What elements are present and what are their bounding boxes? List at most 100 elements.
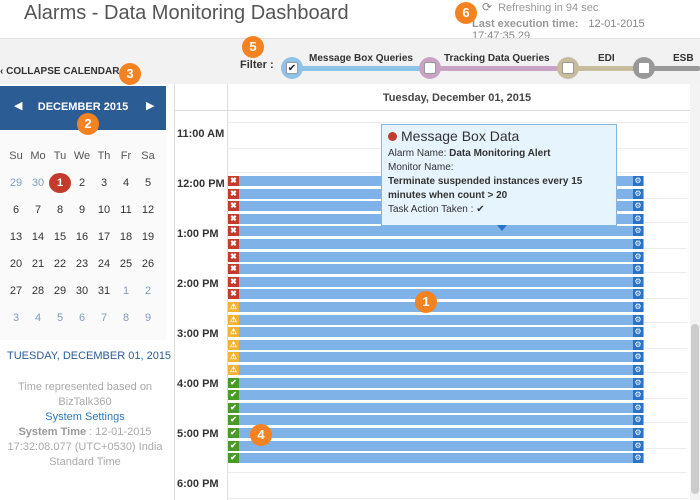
calendar-day[interactable]: 25 <box>119 258 133 270</box>
calendar-month[interactable]: DECEMBER 2015 <box>37 101 129 113</box>
calendar-day[interactable]: 27 <box>9 285 23 297</box>
gear-icon[interactable]: ⚙ <box>633 365 643 375</box>
alarm-bar[interactable] <box>228 441 644 451</box>
checkbox-icon[interactable] <box>638 62 650 74</box>
gear-icon[interactable]: ⚙ <box>633 201 643 211</box>
calendar-day[interactable]: 1 <box>122 285 130 297</box>
alarm-bar[interactable] <box>228 390 644 400</box>
alarm-bar[interactable] <box>228 277 644 287</box>
calendar-day[interactable]: 2 <box>144 285 152 297</box>
alarm-bar[interactable] <box>228 340 644 350</box>
alarm-bar[interactable] <box>228 415 644 425</box>
calendar-day[interactable]: 16 <box>75 231 89 243</box>
alarm-bar[interactable] <box>228 239 644 249</box>
alarm-bar[interactable] <box>228 453 644 463</box>
calendar-day[interactable]: 13 <box>9 231 23 243</box>
system-settings-link[interactable]: System Settings <box>45 411 125 423</box>
calendar-day[interactable]: 10 <box>97 204 111 216</box>
calendar-day[interactable]: 19 <box>141 231 155 243</box>
alarm-bar[interactable] <box>228 264 644 274</box>
alarm-bar[interactable] <box>228 315 644 325</box>
calendar-day[interactable]: 3 <box>100 177 108 189</box>
alarm-bar[interactable] <box>228 327 644 337</box>
next-month-icon[interactable]: ▶ <box>146 100 155 112</box>
calendar-day[interactable]: 24 <box>97 258 111 270</box>
prev-month-icon[interactable]: ◀ <box>14 100 23 112</box>
gear-icon[interactable]: ⚙ <box>633 264 643 274</box>
gear-icon[interactable]: ⚙ <box>633 289 643 299</box>
gear-icon[interactable]: ⚙ <box>633 315 643 325</box>
calendar-day[interactable]: 15 <box>53 231 67 243</box>
alarm-bar[interactable] <box>228 252 644 262</box>
scrollbar[interactable] <box>690 84 700 500</box>
alarm-bar[interactable] <box>228 403 644 413</box>
calendar-day[interactable]: 28 <box>31 285 45 297</box>
calendar-day[interactable]: 17 <box>97 231 111 243</box>
scrollbar-thumb[interactable] <box>691 324 699 494</box>
gear-icon[interactable]: ⚙ <box>633 302 643 312</box>
gear-icon[interactable]: ⚙ <box>633 252 643 262</box>
gear-icon[interactable]: ⚙ <box>633 277 643 287</box>
refresh-status[interactable]: ⟳ Refreshing in 94 sec <box>482 0 598 14</box>
gear-icon[interactable]: ⚙ <box>633 415 643 425</box>
alarm-bar[interactable] <box>228 302 644 312</box>
gear-icon[interactable]: ⚙ <box>633 441 643 451</box>
calendar-day[interactable]: 3 <box>12 312 20 324</box>
filter-toggle-message-box[interactable]: ✔ <box>281 57 303 79</box>
calendar-day[interactable]: 23 <box>75 258 89 270</box>
gear-icon[interactable]: ⚙ <box>633 239 643 249</box>
alarm-bar[interactable] <box>228 365 644 375</box>
calendar-day[interactable]: 4 <box>122 177 130 189</box>
gear-icon[interactable]: ⚙ <box>633 352 643 362</box>
gear-icon[interactable]: ⚙ <box>633 214 643 224</box>
calendar-day[interactable]: 11 <box>120 204 132 216</box>
calendar-day[interactable]: 21 <box>31 258 45 270</box>
gear-icon[interactable]: ⚙ <box>633 378 643 388</box>
gear-icon[interactable]: ⚙ <box>633 176 643 186</box>
calendar-day[interactable]: 7 <box>34 204 42 216</box>
calendar-day[interactable]: 14 <box>31 231 45 243</box>
checkbox-checked-icon[interactable]: ✔ <box>286 62 298 74</box>
calendar-day[interactable]: 1 <box>49 173 71 193</box>
calendar-day[interactable]: 6 <box>12 204 20 216</box>
alarm-bar[interactable] <box>228 352 644 362</box>
checkbox-icon[interactable] <box>562 62 574 74</box>
filter-toggle-tracking[interactable] <box>419 57 441 79</box>
calendar-day[interactable]: 8 <box>122 312 130 324</box>
gear-icon[interactable]: ⚙ <box>633 340 643 350</box>
calendar-day[interactable]: 12 <box>141 204 155 216</box>
gear-icon[interactable]: ⚙ <box>633 403 643 413</box>
filter-toggle-edi[interactable] <box>557 57 579 79</box>
calendar-day[interactable]: 5 <box>56 312 64 324</box>
calendar-day[interactable]: 2 <box>78 177 86 189</box>
calendar-day[interactable]: 30 <box>75 285 89 297</box>
alarm-bar[interactable] <box>228 289 644 299</box>
calendar-day[interactable]: 5 <box>144 177 152 189</box>
alarm-bar[interactable] <box>228 378 644 388</box>
gear-icon[interactable]: ⚙ <box>633 453 643 463</box>
alarm-bar[interactable] <box>228 226 644 236</box>
calendar-day[interactable]: 18 <box>119 231 133 243</box>
calendar-day[interactable]: 6 <box>78 312 86 324</box>
calendar-day[interactable]: 30 <box>31 177 45 189</box>
checkbox-icon[interactable] <box>424 62 436 74</box>
calendar-day[interactable]: 8 <box>56 204 64 216</box>
calendar-day[interactable]: 31 <box>97 285 111 297</box>
gear-icon[interactable]: ⚙ <box>633 327 643 337</box>
calendar-day[interactable]: 9 <box>78 204 86 216</box>
calendar-day[interactable]: 29 <box>53 285 67 297</box>
refresh-icon[interactable]: ⟳ <box>482 0 493 14</box>
calendar-day[interactable]: 29 <box>9 177 23 189</box>
gear-icon[interactable]: ⚙ <box>633 226 643 236</box>
calendar-day[interactable]: 7 <box>100 312 108 324</box>
calendar-day[interactable]: 26 <box>141 258 155 270</box>
calendar-day[interactable]: 4 <box>34 312 42 324</box>
calendar-day[interactable]: 22 <box>53 258 67 270</box>
gear-icon[interactable]: ⚙ <box>633 189 643 199</box>
calendar-day[interactable]: 20 <box>9 258 23 270</box>
gear-icon[interactable]: ⚙ <box>633 390 643 400</box>
calendar-day[interactable]: 9 <box>144 312 152 324</box>
filter-toggle-esb[interactable] <box>633 57 655 79</box>
alarm-bar[interactable] <box>228 428 644 438</box>
collapse-calendar-link[interactable]: ‹ COLLAPSE CALENDAR <box>0 66 119 77</box>
